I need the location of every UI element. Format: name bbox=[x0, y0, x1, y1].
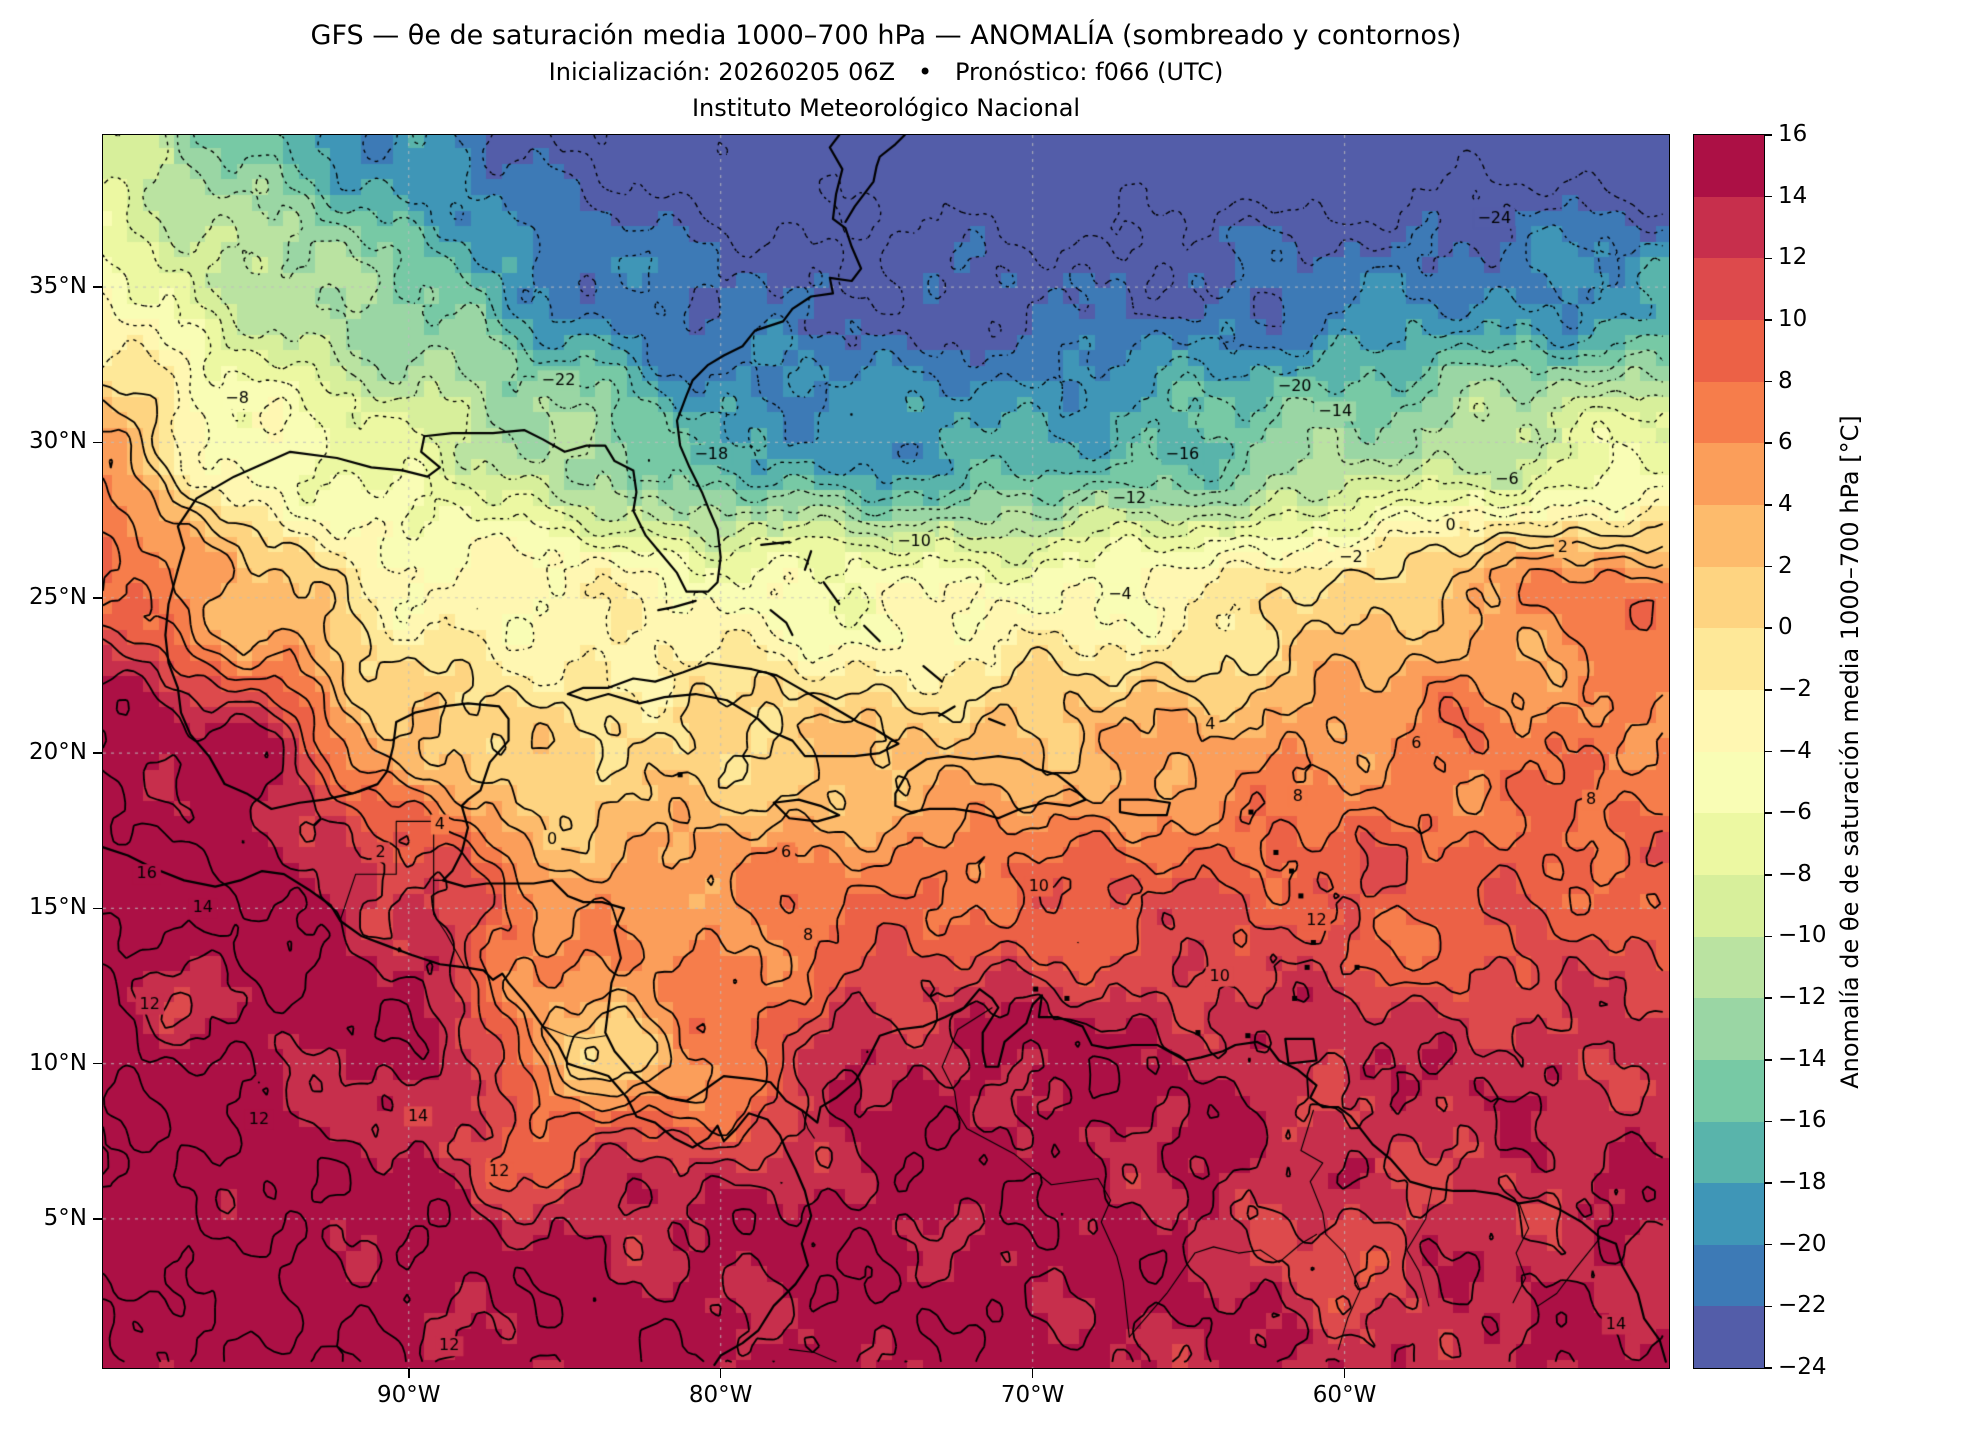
y-tick-label: 5°N bbox=[43, 1204, 87, 1231]
chart-subtitle-init-forecast: Inicialización: 20260205 06Z • Pronóstic… bbox=[548, 58, 1224, 86]
colorbar-tick-mark bbox=[1764, 750, 1772, 753]
y-tick-mark bbox=[93, 1218, 103, 1220]
colorbar-tick-label: −12 bbox=[1778, 984, 1827, 1011]
colorbar-tick-mark bbox=[1764, 565, 1772, 568]
y-tick-mark bbox=[93, 441, 103, 444]
x-tick-label: 60°W bbox=[1312, 1382, 1377, 1408]
colorbar-cell bbox=[1694, 813, 1764, 875]
colorbar-tick-mark bbox=[1764, 812, 1772, 814]
colorbar-tick-mark bbox=[1764, 689, 1772, 691]
colorbar-tick-label: −24 bbox=[1778, 1354, 1827, 1380]
colorbar-cell bbox=[1694, 874, 1764, 937]
colorbar-tick-label: −8 bbox=[1778, 860, 1812, 887]
colorbar-tick-label: −18 bbox=[1778, 1169, 1827, 1196]
colorbar-label: Anomalía de θe de saturación media 1000–… bbox=[1836, 414, 1864, 1089]
colorbar-tick-mark bbox=[1764, 319, 1772, 321]
colorbar-cell bbox=[1694, 689, 1764, 752]
y-tick-mark bbox=[93, 286, 103, 288]
colorbar-tick-label: −10 bbox=[1778, 922, 1827, 949]
x-tick-mark bbox=[1031, 1368, 1034, 1378]
x-tick-mark bbox=[407, 1368, 410, 1378]
y-tick-mark bbox=[93, 907, 103, 910]
colorbar-cell bbox=[1694, 443, 1764, 505]
x-tick-label: 80°W bbox=[688, 1382, 753, 1408]
colorbar-tick-mark bbox=[1764, 1182, 1772, 1184]
colorbar-tick-mark bbox=[1764, 1243, 1772, 1246]
colorbar-tick-mark bbox=[1764, 627, 1772, 629]
colorbar-tick-mark bbox=[1764, 504, 1772, 506]
y-tick-label: 15°N bbox=[29, 894, 87, 921]
chart-title: GFS — θe de saturación media 1000–700 hP… bbox=[310, 20, 1462, 51]
colorbar-cell bbox=[1694, 998, 1764, 1060]
colorbar-cell bbox=[1694, 319, 1764, 382]
colorbar-cell bbox=[1694, 196, 1764, 259]
colorbar-tick-label: 16 bbox=[1778, 121, 1808, 147]
colorbar-tick-mark bbox=[1764, 874, 1772, 876]
colorbar-tick-label: 12 bbox=[1778, 244, 1808, 271]
colorbar-tick-mark bbox=[1764, 997, 1772, 999]
colorbar-cell bbox=[1694, 504, 1764, 567]
colorbar-cell bbox=[1694, 1059, 1764, 1122]
x-tick-label: 70°W bbox=[1000, 1382, 1065, 1408]
map-plot-area bbox=[102, 134, 1670, 1369]
colorbar-tick-label: −2 bbox=[1778, 675, 1812, 702]
x-tick-mark bbox=[719, 1368, 722, 1378]
colorbar-tick-label: −22 bbox=[1778, 1292, 1827, 1319]
y-tick-label: 20°N bbox=[29, 739, 87, 766]
x-tick-label: 90°W bbox=[376, 1382, 441, 1408]
colorbar-tick-label: −14 bbox=[1778, 1045, 1827, 1072]
colorbar-tick-label: 8 bbox=[1778, 367, 1793, 394]
colorbar-cell bbox=[1694, 1121, 1764, 1184]
colorbar-tick-label: −20 bbox=[1778, 1230, 1827, 1257]
colorbar-tick-mark bbox=[1764, 1367, 1772, 1369]
colorbar-tick-label: 14 bbox=[1778, 182, 1808, 209]
colorbar-tick-mark bbox=[1764, 257, 1772, 260]
colorbar-tick-mark bbox=[1764, 380, 1772, 383]
colorbar-cell bbox=[1694, 381, 1764, 444]
colorbar-tick-mark bbox=[1764, 442, 1772, 445]
colorbar-tick-label: 10 bbox=[1778, 305, 1808, 332]
colorbar-cell bbox=[1694, 258, 1764, 320]
y-tick-mark bbox=[93, 1062, 103, 1065]
colorbar-cell bbox=[1694, 566, 1764, 629]
chart-subtitle-institution: Instituto Meteorológico Nacional bbox=[691, 94, 1081, 122]
colorbar bbox=[1693, 134, 1765, 1369]
colorbar-cell bbox=[1694, 135, 1764, 197]
colorbar-tick-label: −4 bbox=[1778, 737, 1812, 764]
colorbar-cell bbox=[1694, 751, 1764, 814]
y-tick-label: 25°N bbox=[29, 583, 87, 610]
map-canvas bbox=[103, 135, 1669, 1368]
colorbar-tick-label: −6 bbox=[1778, 799, 1812, 826]
colorbar-tick-mark bbox=[1764, 935, 1772, 938]
colorbar-tick-mark bbox=[1764, 195, 1772, 198]
colorbar-cell bbox=[1694, 628, 1764, 690]
colorbar-tick-mark bbox=[1764, 1120, 1772, 1123]
colorbar-label-wrap: Anomalía de θe de saturación media 1000–… bbox=[1828, 135, 1872, 1368]
colorbar-tick-mark bbox=[1764, 1058, 1772, 1061]
colorbar-cell bbox=[1694, 1306, 1764, 1369]
y-tick-label: 10°N bbox=[29, 1049, 87, 1076]
colorbar-tick-label: 2 bbox=[1778, 552, 1793, 579]
y-tick-label: 35°N bbox=[29, 273, 87, 300]
x-tick-mark bbox=[1343, 1368, 1346, 1378]
colorbar-cell bbox=[1694, 1244, 1764, 1307]
colorbar-tick-mark bbox=[1764, 1305, 1772, 1308]
colorbar-tick-mark bbox=[1764, 134, 1772, 136]
colorbar-cell bbox=[1694, 936, 1764, 999]
colorbar-tick-label: −16 bbox=[1778, 1107, 1827, 1134]
colorbar-tick-label: 4 bbox=[1778, 490, 1793, 517]
y-tick-label: 30°N bbox=[29, 428, 87, 455]
colorbar-tick-label: 6 bbox=[1778, 429, 1793, 456]
y-tick-mark bbox=[93, 596, 103, 599]
y-tick-mark bbox=[93, 752, 103, 754]
colorbar-tick-label: 0 bbox=[1778, 614, 1793, 641]
colorbar-cell bbox=[1694, 1183, 1764, 1245]
